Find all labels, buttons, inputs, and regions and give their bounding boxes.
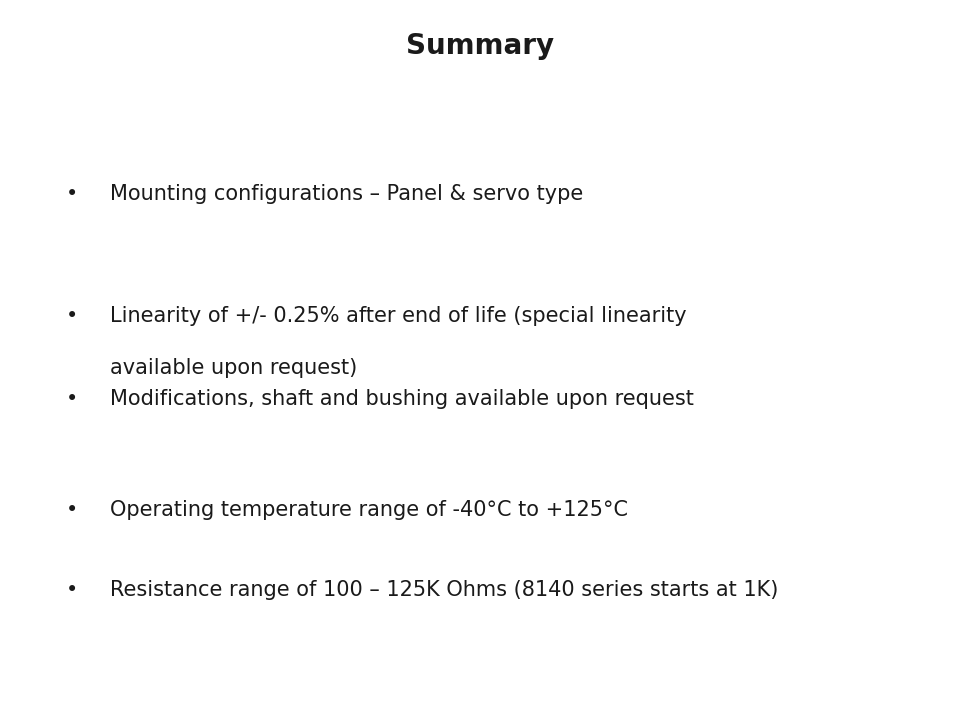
Text: Operating temperature range of -40°C to +125°C: Operating temperature range of -40°C to … bbox=[110, 500, 629, 521]
Text: •: • bbox=[66, 389, 78, 409]
Text: Linearity of +/- 0.25% after end of life (special linearity: Linearity of +/- 0.25% after end of life… bbox=[110, 306, 687, 326]
Text: •: • bbox=[66, 306, 78, 326]
Text: •: • bbox=[66, 580, 78, 600]
Text: Modifications, shaft and bushing available upon request: Modifications, shaft and bushing availab… bbox=[110, 389, 694, 409]
Text: available upon request): available upon request) bbox=[110, 358, 358, 378]
Text: Mounting configurations – Panel & servo type: Mounting configurations – Panel & servo … bbox=[110, 184, 584, 204]
Text: •: • bbox=[66, 184, 78, 204]
Text: Resistance range of 100 – 125K Ohms (8140 series starts at 1K): Resistance range of 100 – 125K Ohms (814… bbox=[110, 580, 779, 600]
Text: •: • bbox=[66, 500, 78, 521]
Text: Summary: Summary bbox=[406, 32, 554, 60]
